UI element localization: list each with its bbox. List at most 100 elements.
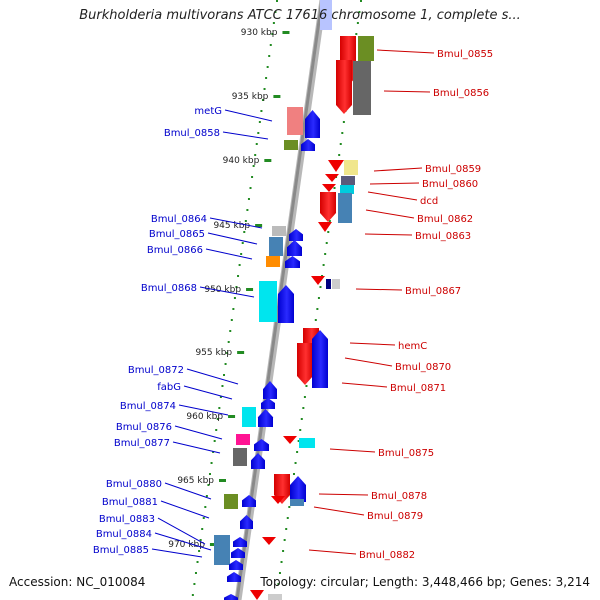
gene-bmul-0859[interactable] (328, 160, 344, 172)
reverse-gene-label[interactable]: metG (194, 106, 222, 117)
forward-gene-label[interactable]: Bmul_0867 (405, 286, 461, 297)
gene-0885-arrow[interactable] (229, 560, 243, 570)
reverse-gene-label[interactable]: Bmul_0880 (106, 479, 162, 490)
gene-bottom-clipped-rev[interactable] (224, 594, 238, 600)
tick-label: 970 kbp (168, 540, 205, 550)
reverse-gene-label[interactable]: Bmul_0876 (116, 422, 172, 433)
gene-bmul-0875[interactable] (283, 436, 297, 444)
reverse-gene-label[interactable]: Bmul_0877 (114, 438, 170, 449)
gene-bmul-0876[interactable] (236, 434, 250, 445)
gene-0858-arrow[interactable] (301, 139, 315, 151)
gene-fabG[interactable] (261, 398, 275, 409)
forward-gene-label[interactable]: Bmul_0870 (395, 362, 451, 373)
tick-label: 945 kbp (213, 221, 250, 231)
reverse-gene-label[interactable]: Bmul_0868 (141, 283, 197, 294)
gene-bmul-0871[interactable] (312, 330, 328, 388)
gene-0879-arrow[interactable] (271, 496, 285, 504)
gene-bmul-0874[interactable] (242, 407, 256, 427)
forward-gene-label[interactable]: Bmul_0863 (415, 231, 471, 242)
reverse-gene-leader (160, 500, 210, 519)
tick-mark (237, 351, 245, 354)
gene-bmul-0856[interactable] (336, 60, 352, 114)
forward-gene-label[interactable]: Bmul_0862 (417, 214, 473, 225)
forward-gene-label[interactable]: Bmul_0855 (437, 49, 493, 60)
gene-top-clipped[interactable] (320, 0, 332, 30)
forward-gene-label[interactable]: Bmul_0860 (422, 179, 478, 190)
reverse-gene-label[interactable]: Bmul_0858 (164, 128, 220, 139)
gene-bmul-0862[interactable] (320, 192, 336, 222)
reverse-gene-leader (174, 425, 223, 440)
gene-bmul-0872[interactable] (263, 381, 277, 399)
forward-gene-label[interactable]: Bmul_0878 (371, 491, 427, 502)
gene-0866-arrow[interactable] (285, 256, 300, 268)
gene-0859-marker[interactable] (344, 160, 358, 175)
gene-bmul-0866[interactable] (266, 256, 280, 267)
tick-mark (246, 288, 254, 291)
forward-gene-label[interactable]: hemC (398, 341, 427, 352)
gene-metG-arrow[interactable] (305, 110, 320, 138)
gene-bmul-0864[interactable] (272, 226, 286, 236)
gene-bmul-0860[interactable] (341, 176, 355, 185)
gene-bottom-clipped-marker[interactable] (268, 594, 282, 600)
gene-0876-arrow[interactable] (254, 439, 269, 451)
gene-bmul-0868[interactable] (259, 281, 277, 322)
reverse-gene-leader (151, 548, 203, 558)
forward-gene-label[interactable]: Bmul_0882 (359, 550, 415, 561)
forward-gene-label[interactable]: Bmul_0859 (425, 164, 481, 175)
gene-bmul-0881[interactable] (240, 515, 253, 529)
gene-bmul-0877[interactable] (233, 448, 247, 466)
reverse-gene-leader (199, 286, 255, 298)
reverse-gene-label[interactable]: Bmul_0881 (102, 497, 158, 508)
forward-gene-leader (329, 448, 376, 453)
gene-bmul-0885[interactable] (231, 548, 245, 558)
gene-0865-arrow[interactable] (287, 240, 302, 256)
map-title: Burkholderia multivorans ATCC 17616 chro… (79, 8, 521, 23)
gene-bmul-0883[interactable] (214, 535, 230, 565)
gene-0875-marker[interactable] (299, 438, 315, 448)
gene-0874-arrow[interactable] (258, 409, 273, 427)
gene-dcd-arrow[interactable] (322, 184, 336, 192)
reverse-gene-label[interactable]: Bmul_0885 (93, 545, 149, 556)
gene-bottom-rev-arrow[interactable] (227, 572, 241, 582)
gene-0880-arrow[interactable] (242, 495, 256, 507)
gene-metG[interactable] (287, 107, 303, 135)
tick-mark (209, 543, 217, 546)
forward-gene-leader (367, 191, 418, 201)
reverse-gene-label[interactable]: fabG (157, 382, 181, 393)
gene-bmul-0884[interactable] (233, 537, 247, 547)
forward-gene-label[interactable]: Bmul_0856 (433, 88, 489, 99)
reverse-gene-label[interactable]: Bmul_0884 (96, 529, 152, 540)
gene-0864-arrow[interactable] (289, 229, 303, 241)
gene-bottom-clipped-fwd[interactable] (250, 590, 264, 600)
gene-bmul-0865[interactable] (269, 237, 283, 256)
gene-0867-marker[interactable] (326, 279, 331, 289)
forward-gene-label[interactable]: Bmul_0871 (390, 383, 446, 394)
reverse-gene-label[interactable]: Bmul_0874 (120, 401, 176, 412)
forward-gene-label[interactable]: Bmul_0875 (378, 448, 434, 459)
gene-0860-arrow[interactable] (325, 174, 339, 182)
forward-gene-label[interactable]: Bmul_0879 (367, 511, 423, 522)
gene-bmul-0880[interactable] (224, 494, 238, 509)
reverse-gene-label[interactable]: Bmul_0872 (128, 365, 184, 376)
reverse-gene-label[interactable]: Bmul_0866 (147, 245, 203, 256)
gene-0862-marker[interactable] (338, 193, 352, 223)
gene-bmul-0882[interactable] (262, 537, 276, 545)
reverse-gene-label[interactable]: Bmul_0865 (149, 229, 205, 240)
gene-bmul-0863[interactable] (318, 222, 332, 232)
gene-bmul-0870[interactable] (297, 343, 313, 385)
gene-0855-marker[interactable] (358, 36, 374, 61)
gene-0856-marker[interactable] (353, 61, 371, 115)
gene-0879-marker[interactable] (290, 499, 304, 506)
reverse-gene-label[interactable]: Bmul_0883 (99, 514, 155, 525)
gene-dcd[interactable] (340, 185, 354, 194)
gene-bmul-0858[interactable] (284, 140, 298, 150)
gene-0877-arrow[interactable] (251, 453, 265, 469)
reverse-gene-label[interactable]: Bmul_0864 (151, 214, 207, 225)
gene-bmul-0879[interactable] (290, 476, 306, 502)
gene-0867-marker-2[interactable] (332, 279, 340, 289)
gene-bmul-0867[interactable] (311, 276, 325, 285)
forward-gene-label[interactable]: dcd (420, 196, 438, 207)
gene-0868-arrow[interactable] (278, 285, 294, 323)
